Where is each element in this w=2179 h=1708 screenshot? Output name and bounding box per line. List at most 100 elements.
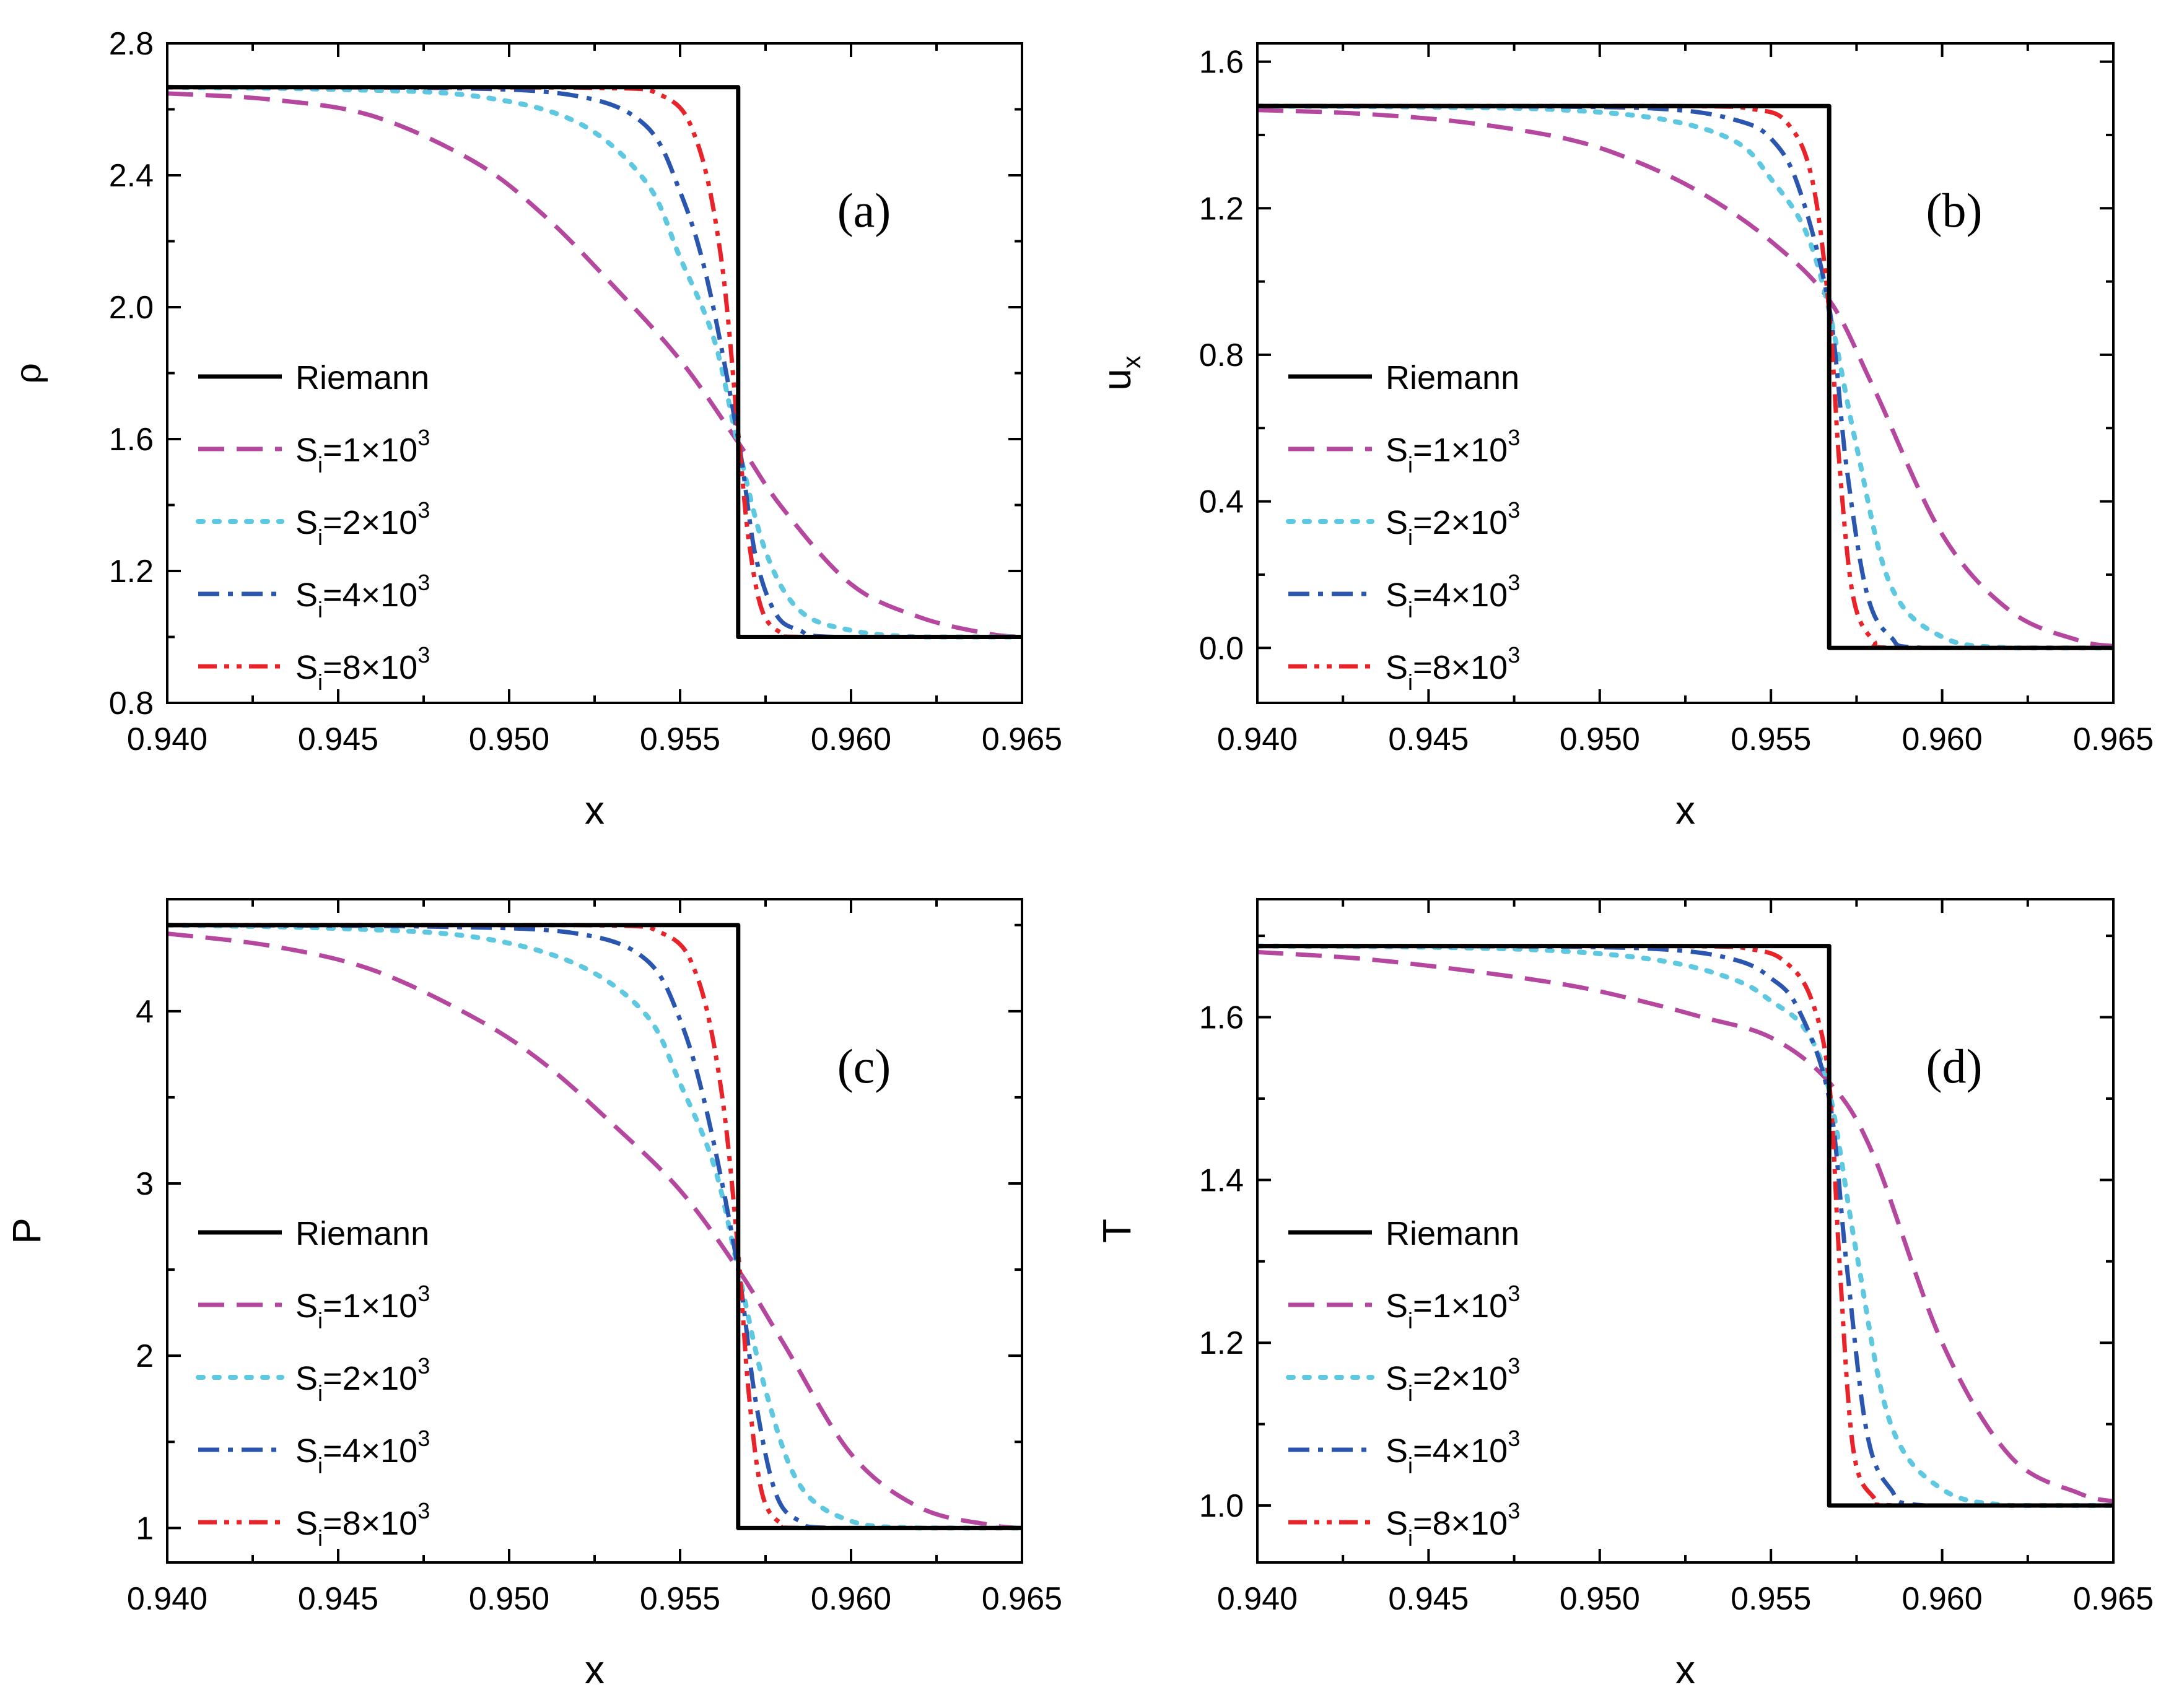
legend-label-rest: =1×10: [1413, 432, 1508, 469]
legend-label-main: S: [295, 1505, 318, 1542]
legend-label: Si=8×103: [295, 642, 430, 695]
x-tick-label: 0.940: [1217, 1581, 1298, 1617]
y-tick-label: 1.6: [1199, 45, 1244, 81]
x-tick-label: 0.950: [1560, 1581, 1640, 1617]
y-tick-label: 4: [136, 994, 154, 1030]
legend-label-main: S: [295, 432, 318, 469]
legend-label-sub: i: [1408, 525, 1413, 550]
legend-label-sub: i: [318, 669, 323, 695]
series-line-riemann: [167, 923, 1022, 1530]
x-tick-label: 0.950: [469, 1581, 549, 1617]
series-line-riemann: [1257, 103, 2113, 650]
series-line-s-2-10-3: [1257, 103, 2113, 651]
legend-label-sup: 3: [1508, 1281, 1520, 1306]
y-axis-title: P: [4, 1218, 49, 1244]
y-axis-title-sub: x: [1117, 355, 1146, 368]
panel-d: 0.940 0.945 0.950 0.955 0.960 0.965 1.0 1.2 1.4 1…: [1094, 898, 2154, 1692]
legend-label-sup: 3: [417, 1498, 430, 1523]
y-tick-label: 2.8: [109, 26, 154, 62]
y-tick-label: 1.0: [1199, 1488, 1244, 1524]
legend-label-sup: 3: [417, 497, 430, 523]
legend-label: Si=4×103: [295, 1426, 430, 1478]
legend-label-sup: 3: [417, 1426, 430, 1451]
legend-label-main: S: [1386, 432, 1408, 469]
legend-label-sup: 3: [1508, 1353, 1520, 1379]
legend-label-rest: =1×10: [323, 1288, 417, 1325]
legend-label: Riemann: [295, 1215, 429, 1252]
legend-label-main: S: [1386, 649, 1408, 686]
legend-label-rest: =4×10: [1413, 1432, 1508, 1470]
legend-label-rest: =8×10: [323, 649, 417, 686]
legend-label-sub: i: [318, 1308, 323, 1333]
legend-label-sup: 3: [417, 425, 430, 450]
legend-label: Si=2×103: [295, 497, 430, 550]
legend-label: Si=4×103: [295, 570, 430, 622]
x-tick-label: 0.965: [2073, 1581, 2154, 1617]
legend-label: Si=4×103: [1386, 1426, 1520, 1478]
legend-label-sub: i: [1408, 597, 1413, 622]
legend-label-rest: =2×10: [1413, 504, 1508, 541]
y-tick-label: 1: [136, 1510, 154, 1546]
y-axis-title: ux: [1094, 355, 1146, 391]
y-tick-label: 0.8: [109, 686, 154, 721]
legend-label-sub: i: [318, 1525, 323, 1551]
y-tick-label: 1.4: [1199, 1162, 1244, 1198]
legend-label-sub: i: [1408, 452, 1413, 477]
panel-b: 0.940 0.945 0.950 0.955 0.960 0.965 0.0 0.4 0.8 1…: [1094, 42, 2154, 832]
legend-label-sub: i: [1408, 1453, 1413, 1478]
legend-label-sub: i: [318, 597, 323, 622]
y-tick-label: 2.0: [109, 290, 154, 326]
legend-label-sup: 3: [417, 1353, 430, 1379]
x-tick-label: 0.960: [1902, 1581, 1983, 1617]
legend-label-sub: i: [318, 525, 323, 550]
legend-label-sup: 3: [417, 1281, 430, 1306]
y-axis-title: ρ: [7, 362, 49, 383]
y-tick-label: 1.2: [109, 554, 154, 590]
legend-label-main: S: [1386, 577, 1408, 614]
panel-label: (d): [1926, 1039, 1983, 1093]
x-tick-label: 0.960: [811, 721, 891, 757]
legend-label: Riemann: [295, 359, 429, 396]
legend-label-main: S: [1386, 1432, 1408, 1470]
legend-label-main: S: [1386, 1505, 1408, 1542]
legend-label-main: S: [1386, 1360, 1408, 1397]
legend-label: Si=2×103: [1386, 497, 1520, 550]
legend-label-main: S: [295, 504, 318, 541]
x-tick-label: 0.960: [811, 1581, 891, 1617]
legend-label-sub: i: [1408, 669, 1413, 695]
y-tick-label: 1.6: [109, 422, 154, 458]
legend-label-sup: 3: [1508, 1426, 1520, 1451]
x-tick-label: 0.955: [640, 721, 720, 757]
y-tick-label: 2: [136, 1338, 154, 1374]
y-tick-label: 1.6: [1199, 1000, 1244, 1036]
legend-label-main: S: [295, 1432, 318, 1470]
legend-label: Si=8×103: [1386, 1498, 1520, 1551]
y-tick-label: 1.2: [1199, 191, 1244, 227]
legend-label-sub: i: [318, 452, 323, 477]
y-tick-label: 3: [136, 1166, 154, 1202]
legend-label-sup: 3: [1508, 1498, 1520, 1523]
legend-label-rest: =4×10: [1413, 577, 1508, 614]
x-tick-label: 0.940: [127, 721, 207, 757]
legend-label: Si=1×103: [295, 425, 430, 477]
x-tick-label: 0.965: [982, 721, 1062, 757]
panel-label: (b): [1926, 183, 1983, 237]
x-tick-label: 0.955: [1731, 1581, 1811, 1617]
legend-label-sup: 3: [417, 642, 430, 668]
legend-label-rest: =1×10: [1413, 1288, 1508, 1325]
series-group: [1257, 103, 2113, 651]
legend-label-sub: i: [318, 1380, 323, 1406]
x-tick-label: 0.945: [298, 1581, 378, 1617]
legend-label-main: S: [1386, 1288, 1408, 1325]
x-tick-label: 0.940: [127, 1581, 207, 1617]
legend-label-sub: i: [1408, 1525, 1413, 1551]
y-tick-label: 2.4: [109, 158, 154, 194]
legend-label-sup: 3: [1508, 642, 1520, 668]
series-line-s-2-10-3: [167, 84, 1022, 640]
series-line-s-2-10-3: [167, 922, 1022, 1531]
x-tick-label: 0.955: [1731, 721, 1811, 757]
